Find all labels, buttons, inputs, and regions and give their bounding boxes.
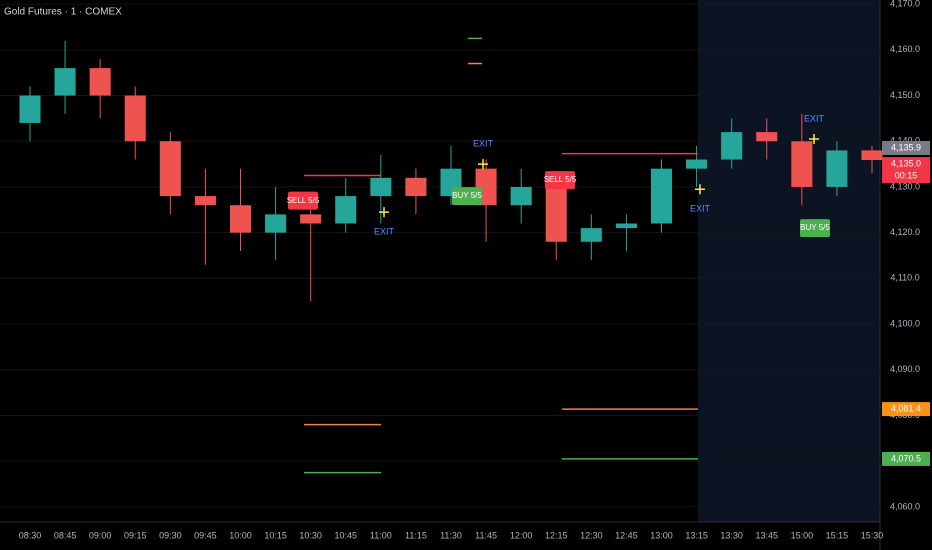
candle-body bbox=[756, 132, 778, 142]
x-tick-label: 09:45 bbox=[194, 530, 217, 540]
x-tick-label: 11:00 bbox=[370, 530, 392, 540]
x-tick-label: 12:15 bbox=[545, 530, 568, 540]
candle-body bbox=[405, 177, 427, 197]
x-tick-label: 10:15 bbox=[264, 530, 287, 540]
x-tick-label: 15:30 bbox=[861, 530, 884, 540]
candle-body bbox=[89, 68, 111, 96]
y-tick-label: 4,110.0 bbox=[890, 273, 919, 283]
y-tick-label: 4,170.0 bbox=[890, 0, 920, 8]
candle-body bbox=[229, 205, 252, 233]
price-label: 4,070.5 bbox=[891, 453, 921, 463]
session-shade bbox=[698, 0, 880, 522]
price-label-box bbox=[882, 451, 930, 466]
x-tick-label: 13:30 bbox=[720, 530, 743, 540]
candle-body bbox=[19, 95, 41, 123]
candle-body bbox=[545, 186, 567, 242]
exit-cross bbox=[809, 133, 819, 144]
x-tick-label: 11:30 bbox=[440, 530, 462, 540]
exit-label: EXIT bbox=[473, 138, 494, 148]
exit-label: EXIT bbox=[804, 113, 825, 123]
exit-cross bbox=[379, 207, 389, 218]
x-tick-label: 13:45 bbox=[755, 530, 778, 540]
price-label-box bbox=[882, 140, 930, 155]
price-label: 4,135.9 bbox=[891, 142, 921, 152]
countdown: 00:15 bbox=[895, 170, 918, 180]
trade-badge bbox=[545, 171, 575, 190]
candle-body bbox=[686, 159, 708, 169]
candle-body bbox=[650, 168, 673, 224]
candle-body bbox=[861, 150, 883, 160]
trade-badge-label: BUY 5/5 bbox=[800, 223, 830, 232]
x-tick-label: 11:15 bbox=[405, 530, 427, 540]
x-tick-label: 10:00 bbox=[229, 530, 252, 540]
trade-badge-label: SELL 5/5 bbox=[287, 196, 320, 205]
x-tick-label: 09:15 bbox=[124, 530, 147, 540]
price-label-box bbox=[882, 402, 930, 417]
trade-badge-label: BUY 5/5 bbox=[452, 191, 482, 200]
exit-cross bbox=[478, 159, 488, 170]
price-label: 4,081.4 bbox=[891, 403, 921, 413]
y-tick-label: 4,090.0 bbox=[890, 364, 920, 374]
candle-body bbox=[615, 223, 637, 229]
x-tick-label: 11:45 bbox=[475, 530, 497, 540]
exit-label: EXIT bbox=[690, 204, 711, 214]
candle-body bbox=[265, 214, 287, 233]
y-tick-label: 4,120.0 bbox=[890, 227, 920, 237]
x-tick-label: 15:00 bbox=[791, 530, 814, 540]
y-tick-label: 4,130.0 bbox=[890, 181, 920, 191]
candle-body bbox=[510, 186, 532, 206]
y-tick-label: 4,140.0 bbox=[890, 136, 920, 146]
x-tick-label: 13:15 bbox=[685, 530, 708, 540]
candle-body bbox=[54, 68, 76, 96]
y-tick-label: 4,150.0 bbox=[890, 90, 920, 100]
candle-body bbox=[826, 150, 848, 187]
candle-body bbox=[370, 177, 392, 197]
x-tick-label: 10:30 bbox=[299, 530, 322, 540]
trade-badge bbox=[452, 187, 482, 206]
x-tick-label: 08:45 bbox=[54, 530, 77, 540]
trade-badge bbox=[800, 219, 830, 238]
candle-body bbox=[300, 214, 322, 224]
y-tick-label: 4,060.0 bbox=[890, 501, 920, 511]
candle-body bbox=[159, 141, 181, 197]
x-tick-label: 13:00 bbox=[650, 530, 673, 540]
x-tick-label: 12:45 bbox=[615, 530, 638, 540]
chart-title: Gold Futures · 1 · COMEX bbox=[4, 7, 122, 18]
price-label-box bbox=[882, 157, 930, 184]
trade-badge bbox=[288, 191, 318, 210]
candle-body bbox=[791, 141, 813, 187]
candle-body bbox=[335, 196, 357, 224]
x-tick-label: 15:15 bbox=[826, 530, 849, 540]
x-tick-label: 12:00 bbox=[510, 530, 533, 540]
exit-label: EXIT bbox=[374, 226, 395, 236]
x-tick-label: 09:30 bbox=[159, 530, 182, 540]
y-tick-label: 4,100.0 bbox=[890, 318, 920, 328]
candle-body bbox=[580, 228, 602, 242]
candle-body bbox=[721, 132, 743, 160]
x-tick-label: 09:00 bbox=[89, 530, 112, 540]
candle-body bbox=[194, 196, 216, 206]
price-label: 4,135.0 bbox=[891, 158, 921, 168]
trade-badge-label: SELL 5/5 bbox=[544, 175, 577, 184]
x-tick-label: 08:30 bbox=[19, 530, 42, 540]
exit-cross bbox=[695, 184, 705, 195]
x-tick-label: 12:30 bbox=[580, 530, 603, 540]
x-tick-label: 10:45 bbox=[334, 530, 357, 540]
y-tick-label: 4,160.0 bbox=[890, 44, 920, 54]
candle-body bbox=[124, 95, 146, 142]
